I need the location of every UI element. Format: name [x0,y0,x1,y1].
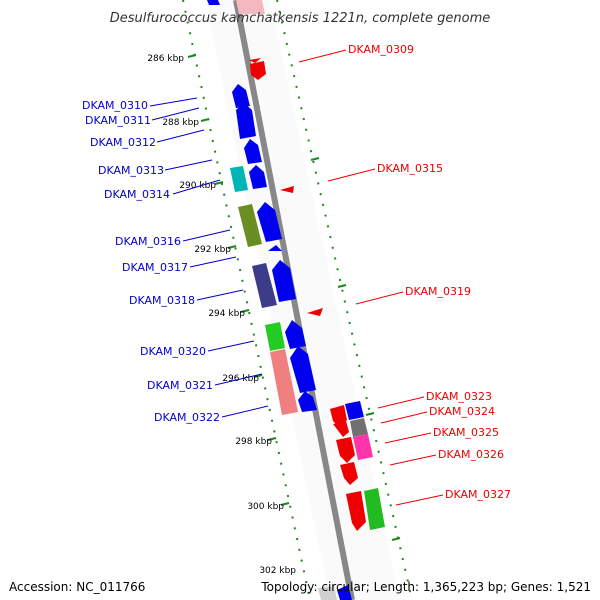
gene-label[interactable]: DKAM_0311 [85,114,151,127]
gene-features [207,0,385,600]
gene-label[interactable]: DKAM_0313 [98,164,164,177]
gene-label[interactable]: DKAM_0325 [433,426,499,439]
right-leader-lines [298,49,444,506]
gene-label[interactable]: DKAM_0310 [82,99,148,112]
gene-feature [272,260,296,302]
gene-feature [337,585,352,600]
gene-label[interactable]: DKAM_0322 [154,411,220,424]
gene-feature [350,418,368,437]
gene-label[interactable]: DKAM_0321 [147,379,213,392]
kbp-tick-label: 290 kbp [179,181,216,191]
gene-label[interactable]: DKAM_0319 [405,285,471,298]
gene-feature [244,139,262,164]
gene-feature [336,437,355,463]
genome-backbone [233,0,355,600]
gene-feature [250,61,266,80]
gene-label[interactable]: DKAM_0316 [115,235,181,248]
gene-feature [236,103,256,139]
gene-label[interactable]: DKAM_0327 [445,488,511,501]
accession-text: Accession: NC_011766 [9,580,146,594]
kbp-tick-label: 298 kbp [235,437,272,447]
gene-feature [270,349,298,415]
gene-label[interactable]: DKAM_0326 [438,448,504,461]
gene-feature [207,0,220,5]
gene-feature [265,322,285,351]
gene-label[interactable]: DKAM_0323 [426,390,492,403]
gene-label[interactable]: DKAM_0315 [377,162,443,175]
gene-feature [236,0,265,14]
gene-feature [230,166,248,192]
gene-label[interactable]: DKAM_0309 [348,43,414,56]
map-title: Desulfurococcus kamchatkensis 1221n, com… [110,11,491,26]
kbp-tick-label: 292 kbp [194,245,231,255]
kbp-tick-label: 294 kbp [208,309,245,319]
gene-feature [249,165,267,189]
gene-feature [353,434,373,460]
gene-feature [238,204,262,247]
gene-feature [307,308,323,316]
kbp-tick-label: 300 kbp [247,502,284,512]
gene-feature [257,202,282,242]
gene-feature [340,462,358,485]
topology-text: Topology: circular; Length: 1,365,223 bp… [261,580,591,594]
gene-feature [232,84,250,108]
major-ticks [187,54,401,541]
gene-feature [333,421,349,437]
gene-feature [285,320,306,349]
gene-label[interactable]: DKAM_0317 [122,261,188,274]
gene-feature [268,245,282,251]
gene-feature [280,186,294,193]
gene-label[interactable]: DKAM_0314 [104,188,170,201]
kbp-tick-label: 288 kbp [162,118,199,128]
kbp-tick-label: 302 kbp [259,566,296,576]
gene-feature [345,401,364,420]
kbp-tick-label: 286 kbp [147,54,184,64]
gene-feature [249,58,261,63]
gene-feature [298,391,317,412]
gene-label[interactable]: DKAM_0320 [140,345,206,358]
gene-label[interactable]: DKAM_0318 [129,294,195,307]
gene-feature [364,488,385,530]
gene-label[interactable]: DKAM_0324 [429,405,495,418]
left-leader-lines [149,97,269,418]
gene-label[interactable]: DKAM_0312 [90,136,156,149]
gene-feature [252,263,277,308]
gene-feature [346,491,366,531]
gene-feature [290,346,316,393]
gene-feature [318,586,337,600]
